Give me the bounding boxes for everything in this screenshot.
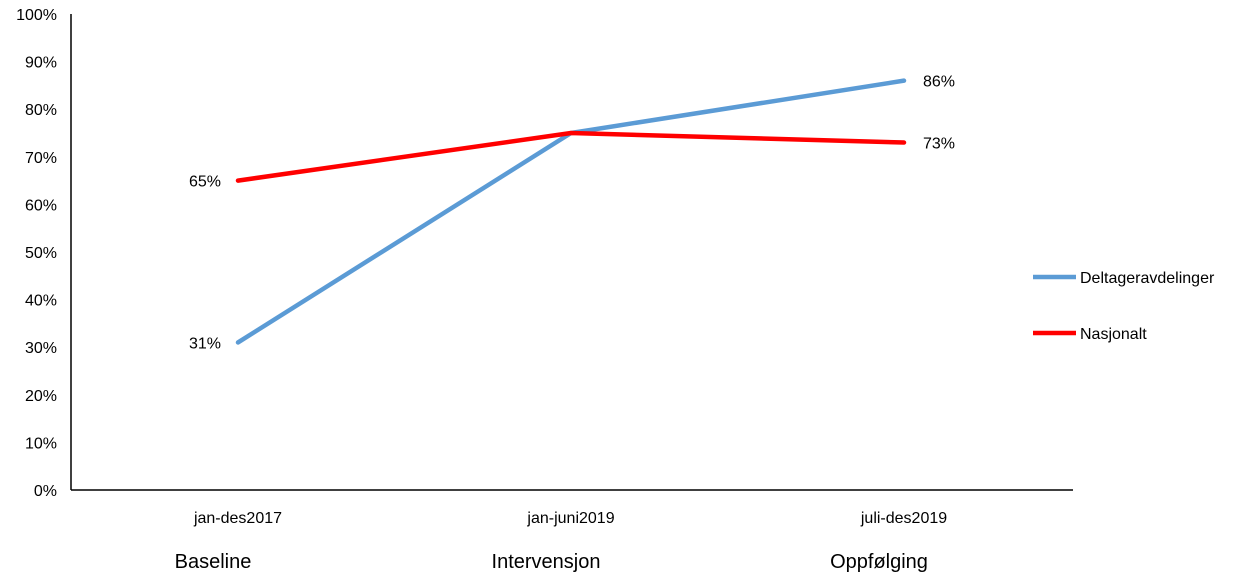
x-category-label: juli-des2019 (860, 510, 947, 527)
y-tick-label: 30% (25, 340, 57, 357)
data-label: 31% (189, 335, 221, 352)
data-label: 73% (923, 136, 955, 153)
phase-label: Baseline (175, 551, 252, 573)
y-tick-label: 20% (25, 388, 57, 405)
data-label: 86% (923, 74, 955, 91)
x-category-label: jan-des2017 (193, 510, 282, 527)
series-line-nasjonalt (235, 130, 907, 183)
y-tick-label: 100% (16, 7, 57, 24)
y-tick-label: 0% (34, 483, 57, 500)
y-tick-label: 10% (25, 435, 57, 452)
phase-label: Intervensjon (492, 551, 601, 573)
legend-label: Deltageravdelinger (1080, 270, 1215, 287)
y-tick-label: 50% (25, 245, 57, 262)
y-axis-tick-labels: 0% 10% 20% 30% 40% 50% 60% 70% 80% 90% 100% (16, 7, 57, 500)
x-category-label: jan-juni2019 (526, 510, 614, 527)
axes (70, 14, 1073, 491)
y-tick-label: 40% (25, 293, 57, 310)
phase-labels: Baseline Intervensjon Oppfølging (175, 551, 928, 573)
phase-label: Oppfølging (830, 551, 928, 573)
series-lines (235, 78, 907, 345)
series-line-deltageravdelinger (235, 78, 907, 345)
data-labels: 31% 86% 65% 73% (189, 74, 955, 353)
y-tick-label: 90% (25, 55, 57, 72)
data-label: 65% (189, 174, 221, 191)
y-tick-label: 60% (25, 197, 57, 214)
x-axis-category-labels: jan-des2017 jan-juni2019 juli-des2019 (193, 510, 947, 527)
legend-label: Nasjonalt (1080, 326, 1147, 343)
y-tick-label: 80% (25, 102, 57, 119)
y-tick-label: 70% (25, 150, 57, 167)
legend: Deltageravdelinger Nasjonalt (1033, 270, 1215, 343)
